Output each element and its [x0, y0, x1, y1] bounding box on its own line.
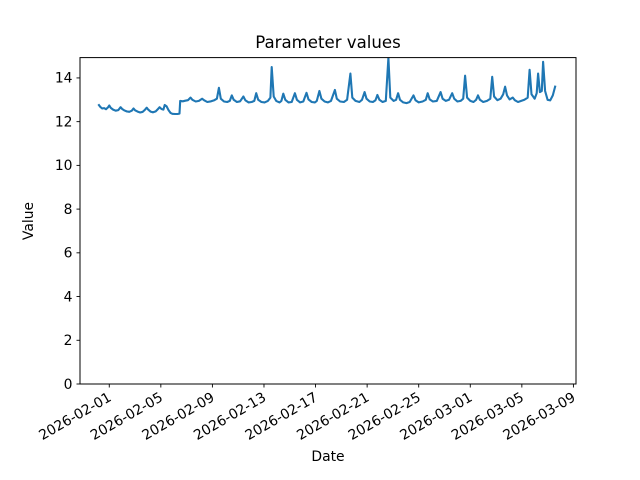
y-tick-label: 0 [64, 377, 73, 393]
y-tick-label: 2 [64, 333, 73, 349]
y-tick-label: 14 [55, 71, 73, 87]
y-tick-label: 12 [55, 114, 73, 130]
y-tick-label: 8 [64, 202, 73, 218]
series-line [97, 57, 557, 116]
y-tick-label: 10 [55, 158, 73, 174]
y-tick-label: 6 [64, 246, 73, 262]
y-axis-label: Value [21, 202, 37, 240]
x-axis-label: Date [311, 449, 344, 465]
y-tick-label: 4 [64, 289, 73, 305]
plot-frame [79, 57, 577, 385]
chart-title: Parameter values [255, 33, 401, 52]
axes-ticks: 024681012142026-02-012026-02-052026-02-0… [36, 71, 578, 444]
